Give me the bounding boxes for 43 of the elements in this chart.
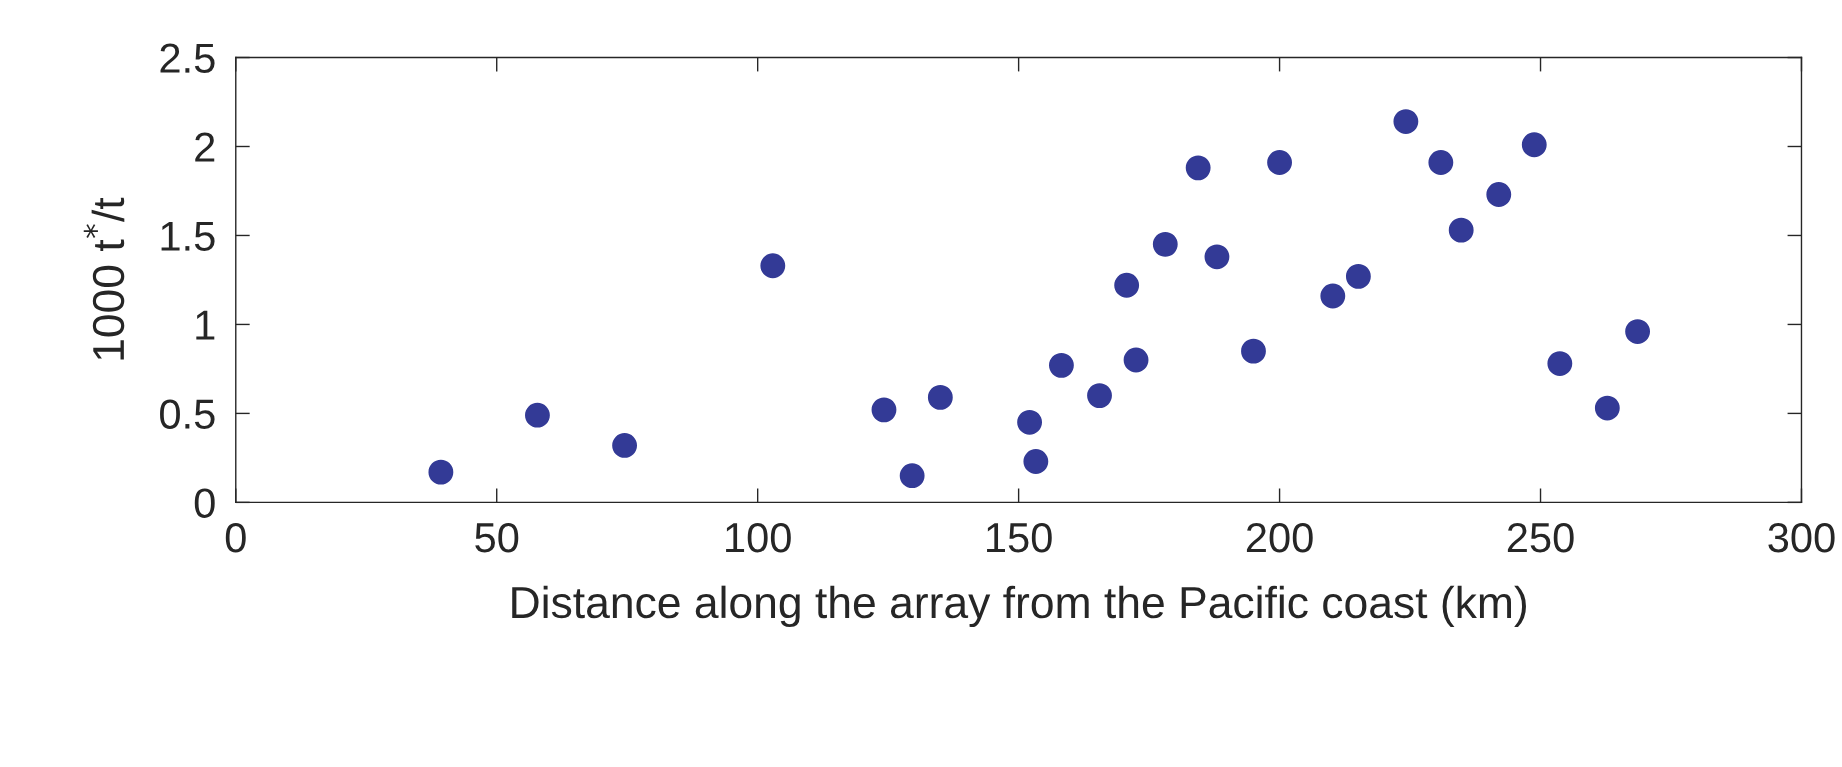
- point: [1023, 449, 1049, 474]
- point: [1123, 347, 1149, 373]
- y-tick-label: 1.5: [161, 221, 215, 251]
- y-tick-label: 2: [195, 132, 215, 162]
- x-tick-label: 300: [1768, 522, 1835, 553]
- x-tick-label: 200: [1246, 522, 1313, 553]
- point: [1049, 352, 1074, 378]
- y-axis-title: 1000 t$^{*}$/t: [83, 197, 125, 360]
- point: [1345, 263, 1371, 289]
- point: [760, 253, 786, 279]
- point: [1521, 132, 1547, 158]
- x-tick-label: 0: [225, 522, 246, 553]
- point: [1087, 383, 1112, 409]
- point: [1625, 319, 1651, 344]
- point: [1204, 244, 1230, 270]
- point: [1448, 217, 1474, 243]
- point: [1267, 150, 1292, 175]
- y-tick-label: 0.5: [160, 399, 215, 429]
- point: [612, 433, 638, 458]
- point: [871, 397, 897, 423]
- x-axis-title: Distance along the array from the Pacific coast (km): [512, 585, 1526, 628]
- x-tick-label: 50: [475, 522, 519, 553]
- y-tick-label: 1: [196, 310, 215, 340]
- point: [1152, 231, 1178, 257]
- point: [1393, 109, 1419, 135]
- point: [1594, 395, 1620, 421]
- x-tick-label: 100: [726, 522, 791, 553]
- x-tick-label: 150: [987, 522, 1052, 553]
- point: [927, 384, 953, 410]
- point: [1486, 182, 1512, 207]
- point: [1241, 338, 1266, 364]
- point: [1114, 272, 1140, 298]
- point: [1428, 150, 1454, 175]
- point: [1017, 409, 1043, 435]
- point: [525, 402, 550, 428]
- x-tick-label: 250: [1507, 522, 1574, 553]
- y-tick-label: 2.5: [160, 43, 215, 74]
- point: [1320, 283, 1346, 309]
- point: [1185, 155, 1211, 181]
- point: [1547, 351, 1573, 377]
- point: [428, 459, 454, 485]
- y-tick-label: 0: [194, 488, 215, 518]
- point: [899, 463, 925, 489]
